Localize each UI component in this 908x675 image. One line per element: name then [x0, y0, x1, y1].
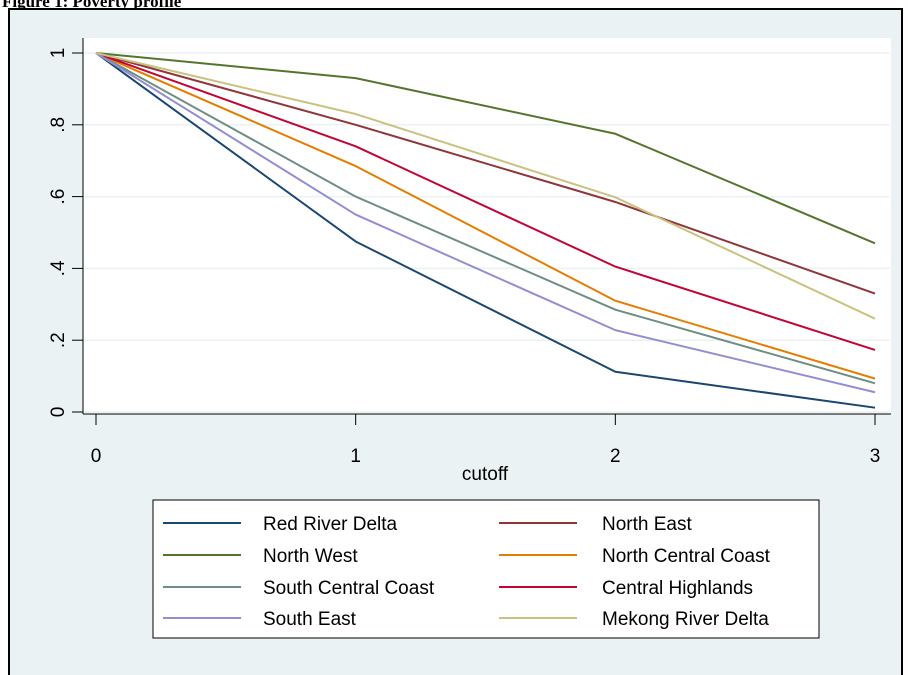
- y-tick-label: .4: [48, 260, 69, 276]
- figure-caption: Figure 1: Poverty profile: [2, 0, 182, 10]
- gridlines: [84, 52, 890, 413]
- series-line-red-river-delta: [95, 52, 876, 409]
- legend-label: South East: [263, 609, 357, 630]
- legend-label: Mekong River Delta: [602, 609, 769, 630]
- series-lines: [95, 52, 876, 409]
- x-tick-label: 0: [91, 446, 102, 467]
- series-line-south-central-coast: [95, 52, 876, 385]
- series-line-north-central-coast: [95, 52, 876, 380]
- y-tick-label: .6: [48, 189, 69, 205]
- legend-label: North West: [263, 546, 358, 567]
- legend-label: North East: [602, 514, 692, 535]
- legend-label: South Central Coast: [263, 578, 435, 599]
- series-line-north-west: [95, 52, 876, 245]
- legend-label: Central Highlands: [602, 578, 753, 599]
- series-line-mekong-river-delta: [95, 52, 876, 320]
- x-tick-label: 2: [610, 446, 621, 467]
- x-tick-label: 3: [870, 446, 881, 467]
- axes: 0 .2 .4 .6 .8 1 0 1 2 3 cutoff: [48, 38, 891, 485]
- y-tick-label: 0: [48, 407, 69, 418]
- y-tick-label: .2: [48, 332, 69, 348]
- legend: Red River Delta North East North West North…: [152, 499, 820, 639]
- y-tick-label: 1: [48, 48, 69, 59]
- series-line-south-east: [95, 52, 876, 394]
- x-axis-title: cutoff: [462, 464, 509, 485]
- series-line-north-east: [95, 52, 876, 295]
- x-tick-label: 1: [350, 446, 361, 467]
- plot-area: [83, 38, 891, 414]
- legend-label: Red River Delta: [263, 514, 398, 535]
- legend-label: North Central Coast: [602, 546, 771, 567]
- y-tick-label: .8: [48, 117, 69, 133]
- series-line-central-highlands: [95, 52, 876, 351]
- legend-box: [152, 499, 820, 639]
